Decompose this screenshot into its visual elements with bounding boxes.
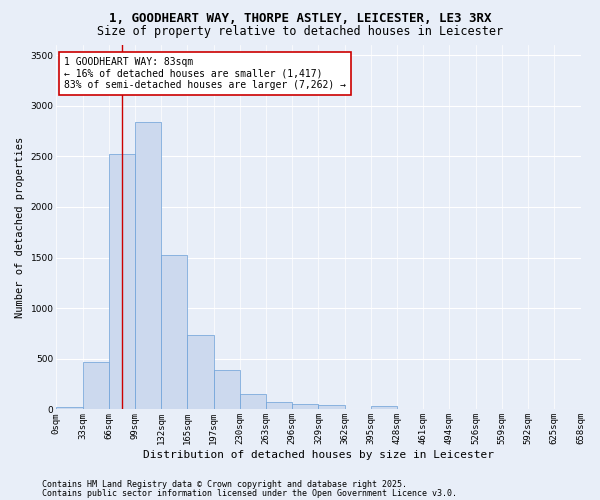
Bar: [83, 362, 109, 410]
Bar: [214, 370, 240, 410]
Text: Contains public sector information licensed under the Open Government Licence v3: Contains public sector information licen…: [42, 488, 457, 498]
Bar: [319, 405, 344, 409]
Text: Size of property relative to detached houses in Leicester: Size of property relative to detached ho…: [97, 25, 503, 38]
Bar: [161, 254, 187, 410]
Text: Contains HM Land Registry data © Crown copyright and database right 2025.: Contains HM Land Registry data © Crown c…: [42, 480, 407, 489]
Bar: [187, 334, 214, 409]
Text: 1, GOODHEART WAY, THORPE ASTLEY, LEICESTER, LE3 3RX: 1, GOODHEART WAY, THORPE ASTLEY, LEICEST…: [109, 12, 491, 26]
Bar: [135, 122, 161, 410]
Bar: [266, 402, 292, 409]
Text: 1 GOODHEART WAY: 83sqm
← 16% of detached houses are smaller (1,417)
83% of semi-: 1 GOODHEART WAY: 83sqm ← 16% of detached…: [64, 57, 346, 90]
Bar: [56, 408, 83, 410]
Bar: [371, 406, 397, 410]
Bar: [109, 154, 135, 410]
Y-axis label: Number of detached properties: Number of detached properties: [15, 136, 25, 318]
Bar: [240, 394, 266, 409]
Bar: [292, 404, 319, 409]
X-axis label: Distribution of detached houses by size in Leicester: Distribution of detached houses by size …: [143, 450, 494, 460]
